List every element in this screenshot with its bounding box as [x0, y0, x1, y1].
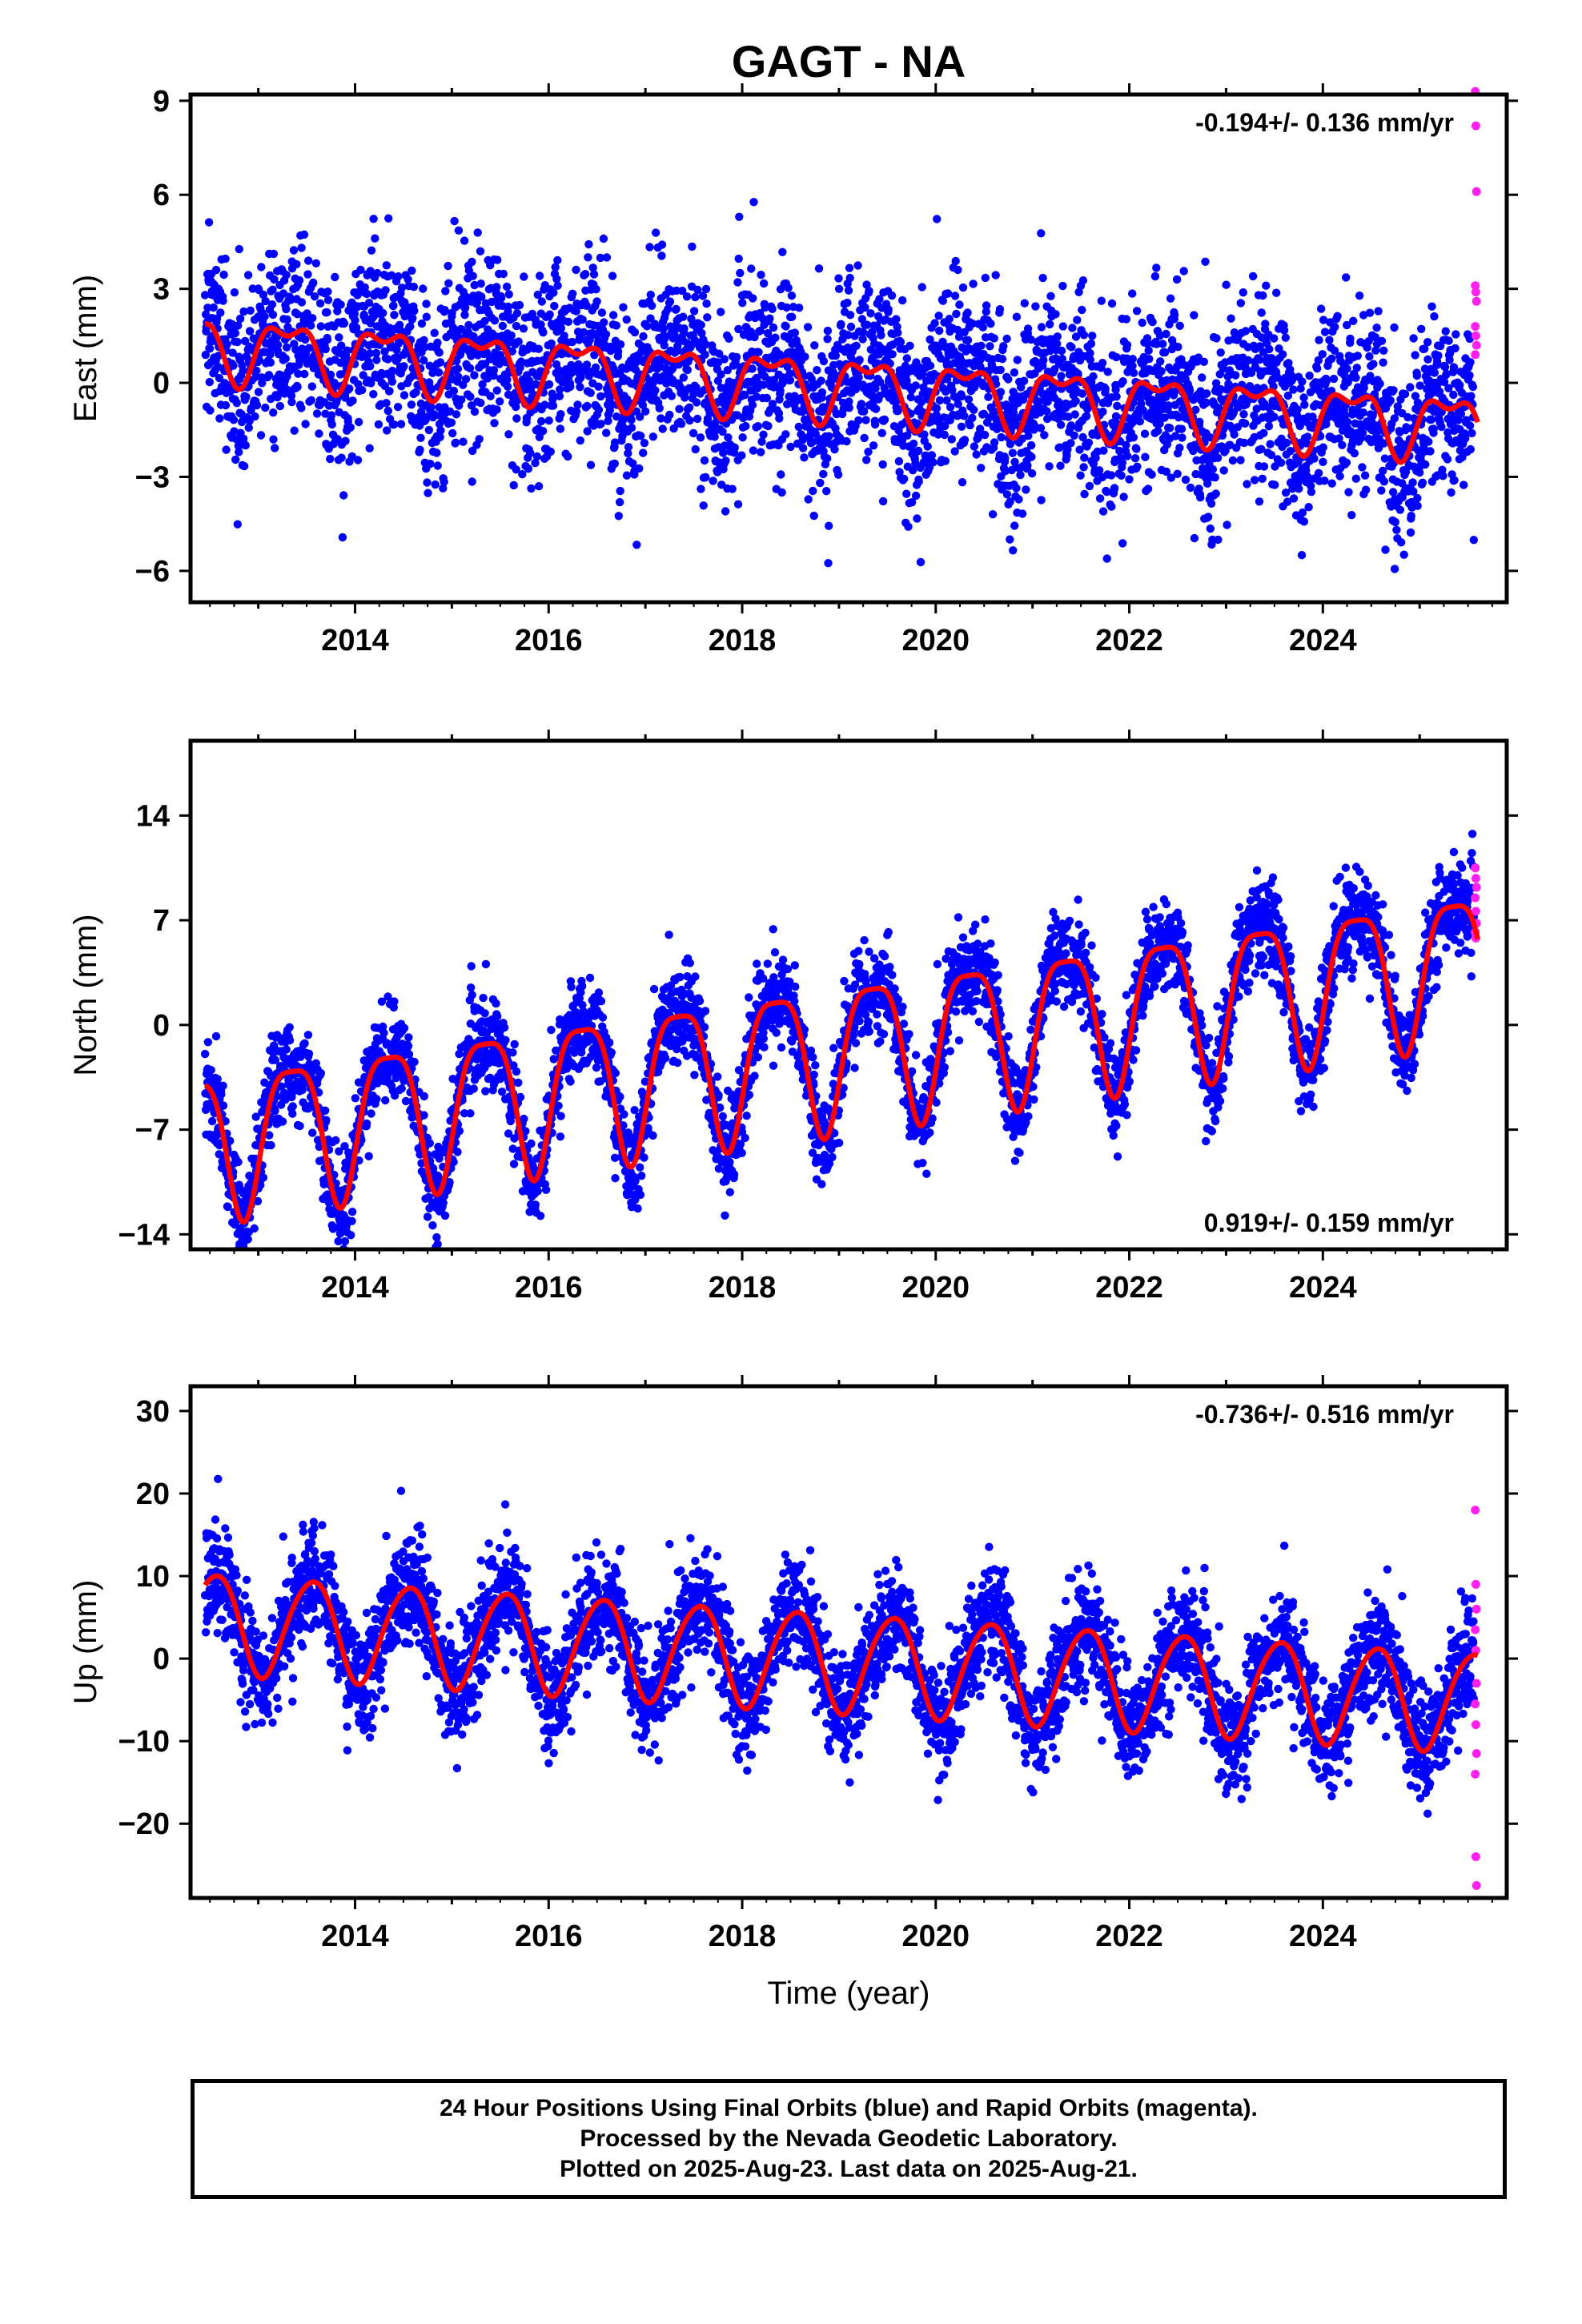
- rapid-orbit-point: [1471, 863, 1480, 873]
- panel-frame: [188, 1384, 1509, 1900]
- rapid-orbit-point: [1471, 1852, 1480, 1861]
- x-tick-label: 2018: [709, 1920, 777, 1953]
- y-tick-label: −7: [135, 1114, 170, 1148]
- y-tick-label: −3: [135, 460, 170, 494]
- x-axis-label: Time (year): [768, 1976, 930, 2011]
- y-tick-label: 30: [136, 1395, 170, 1429]
- x-tick-label: 2024: [1289, 1271, 1357, 1305]
- rapid-orbit-point: [1472, 1881, 1481, 1890]
- y-tick-label: 6: [153, 179, 170, 212]
- x-tick-label: 2018: [709, 624, 777, 657]
- rapid-orbit-point: [1472, 296, 1481, 306]
- y-axis-label: North (mm): [68, 914, 103, 1076]
- x-tick-label: 2020: [902, 1920, 970, 1953]
- rapid-orbit-point: [1471, 1720, 1480, 1730]
- rapid-orbit-point: [1471, 281, 1480, 291]
- rate-annotation: 0.919+/- 0.159 mm/yr: [1204, 1208, 1454, 1237]
- y-tick-label: −14: [118, 1218, 170, 1252]
- y-tick-label: 7: [153, 904, 170, 938]
- footer-line-1: 24 Hour Positions Using Final Orbits (bl…: [440, 2095, 1258, 2121]
- y-tick-label: 10: [136, 1560, 170, 1594]
- rapid-orbit-point: [1471, 1625, 1480, 1634]
- x-tick-label: 2022: [1095, 624, 1163, 657]
- rapid-orbit-point: [1471, 1699, 1480, 1709]
- x-tick-label: 2018: [709, 1271, 777, 1305]
- rapid-orbit-point: [1471, 121, 1480, 131]
- y-tick-label: 0: [153, 1009, 170, 1043]
- rapid-orbit-point: [1471, 1506, 1480, 1515]
- rapid-orbit-point: [1471, 287, 1480, 297]
- rapid-orbit-point: [1472, 1749, 1481, 1759]
- x-tick-label: 2016: [515, 1271, 583, 1305]
- panel-north: −14 −7 0 7 14 2014 2016 2018 2020 2022 2024 North (…: [68, 730, 1518, 1305]
- x-tick-label: 2014: [321, 1271, 389, 1305]
- rapid-orbit-point: [1471, 907, 1480, 916]
- fit-curve: [203, 1573, 1480, 1755]
- panel-frame: [188, 92, 1509, 605]
- fit-curve: [203, 903, 1480, 1225]
- panel-up: −20 −10 0 10 20 30 2014 2016 2018 2020 2022 2024 Up …: [68, 1375, 1518, 1953]
- x-tick-label: 2024: [1289, 624, 1357, 657]
- y-tick-label: −20: [118, 1807, 170, 1841]
- panel-east: −6 −3 0 3 6 9 2014 2016 2018 2020 2022 2024 East (mm…: [68, 83, 1518, 657]
- footer-line-2: Processed by the Nevada Geodetic Laborat…: [580, 2125, 1118, 2152]
- y-tick-label: −10: [118, 1725, 170, 1759]
- rapid-orbit-point: [1472, 1679, 1481, 1688]
- footer-line-3: Plotted on 2025-Aug-23. Last data on 202…: [560, 2156, 1138, 2182]
- y-tick-label: −6: [135, 555, 170, 589]
- x-tick-label: 2014: [321, 1920, 389, 1953]
- rapid-orbit-point: [1471, 331, 1480, 340]
- y-tick-label: 9: [153, 85, 170, 119]
- rapid-orbit-point: [1471, 322, 1480, 332]
- x-tick-label: 2014: [321, 624, 389, 657]
- x-tick-label: 2024: [1289, 1920, 1357, 1953]
- rapid-orbit-point: [1472, 1604, 1481, 1614]
- x-tick-label: 2020: [902, 624, 970, 657]
- fit-curve: [203, 321, 1480, 465]
- y-axis-label: Up (mm): [68, 1580, 103, 1705]
- rate-annotation: -0.736+/- 0.516 mm/yr: [1195, 1400, 1454, 1429]
- y-tick-label: 0: [153, 1642, 170, 1676]
- rapid-orbit-point: [1472, 340, 1481, 350]
- rapid-orbit-point: [1472, 187, 1481, 196]
- chart-title: GAGT - NA: [732, 36, 966, 86]
- footer-legend-box: 24 Hour Positions Using Final Orbits (bl…: [191, 2079, 1507, 2199]
- rapid-orbit-point: [1471, 1769, 1480, 1779]
- y-tick-label: 14: [136, 799, 170, 833]
- y-tick-label: 3: [153, 273, 170, 307]
- y-axis-label: East (mm): [68, 275, 103, 422]
- rapid-orbit-point: [1471, 1579, 1480, 1589]
- x-tick-label: 2020: [902, 1271, 970, 1305]
- x-tick-label: 2022: [1095, 1271, 1163, 1305]
- x-tick-label: 2022: [1095, 1920, 1163, 1953]
- x-tick-label: 2016: [515, 1920, 583, 1953]
- x-tick-label: 2016: [515, 624, 583, 657]
- rapid-orbit-point: [1472, 883, 1481, 892]
- y-tick-label: 20: [136, 1478, 170, 1511]
- rapid-orbit-point: [1471, 874, 1480, 883]
- panel-frame: [188, 738, 1509, 1252]
- y-tick-label: 0: [153, 367, 170, 400]
- rapid-orbit-point: [1471, 350, 1480, 360]
- rate-annotation: -0.194+/- 0.136 mm/yr: [1195, 108, 1454, 137]
- rapid-orbit-point: [1471, 893, 1480, 903]
